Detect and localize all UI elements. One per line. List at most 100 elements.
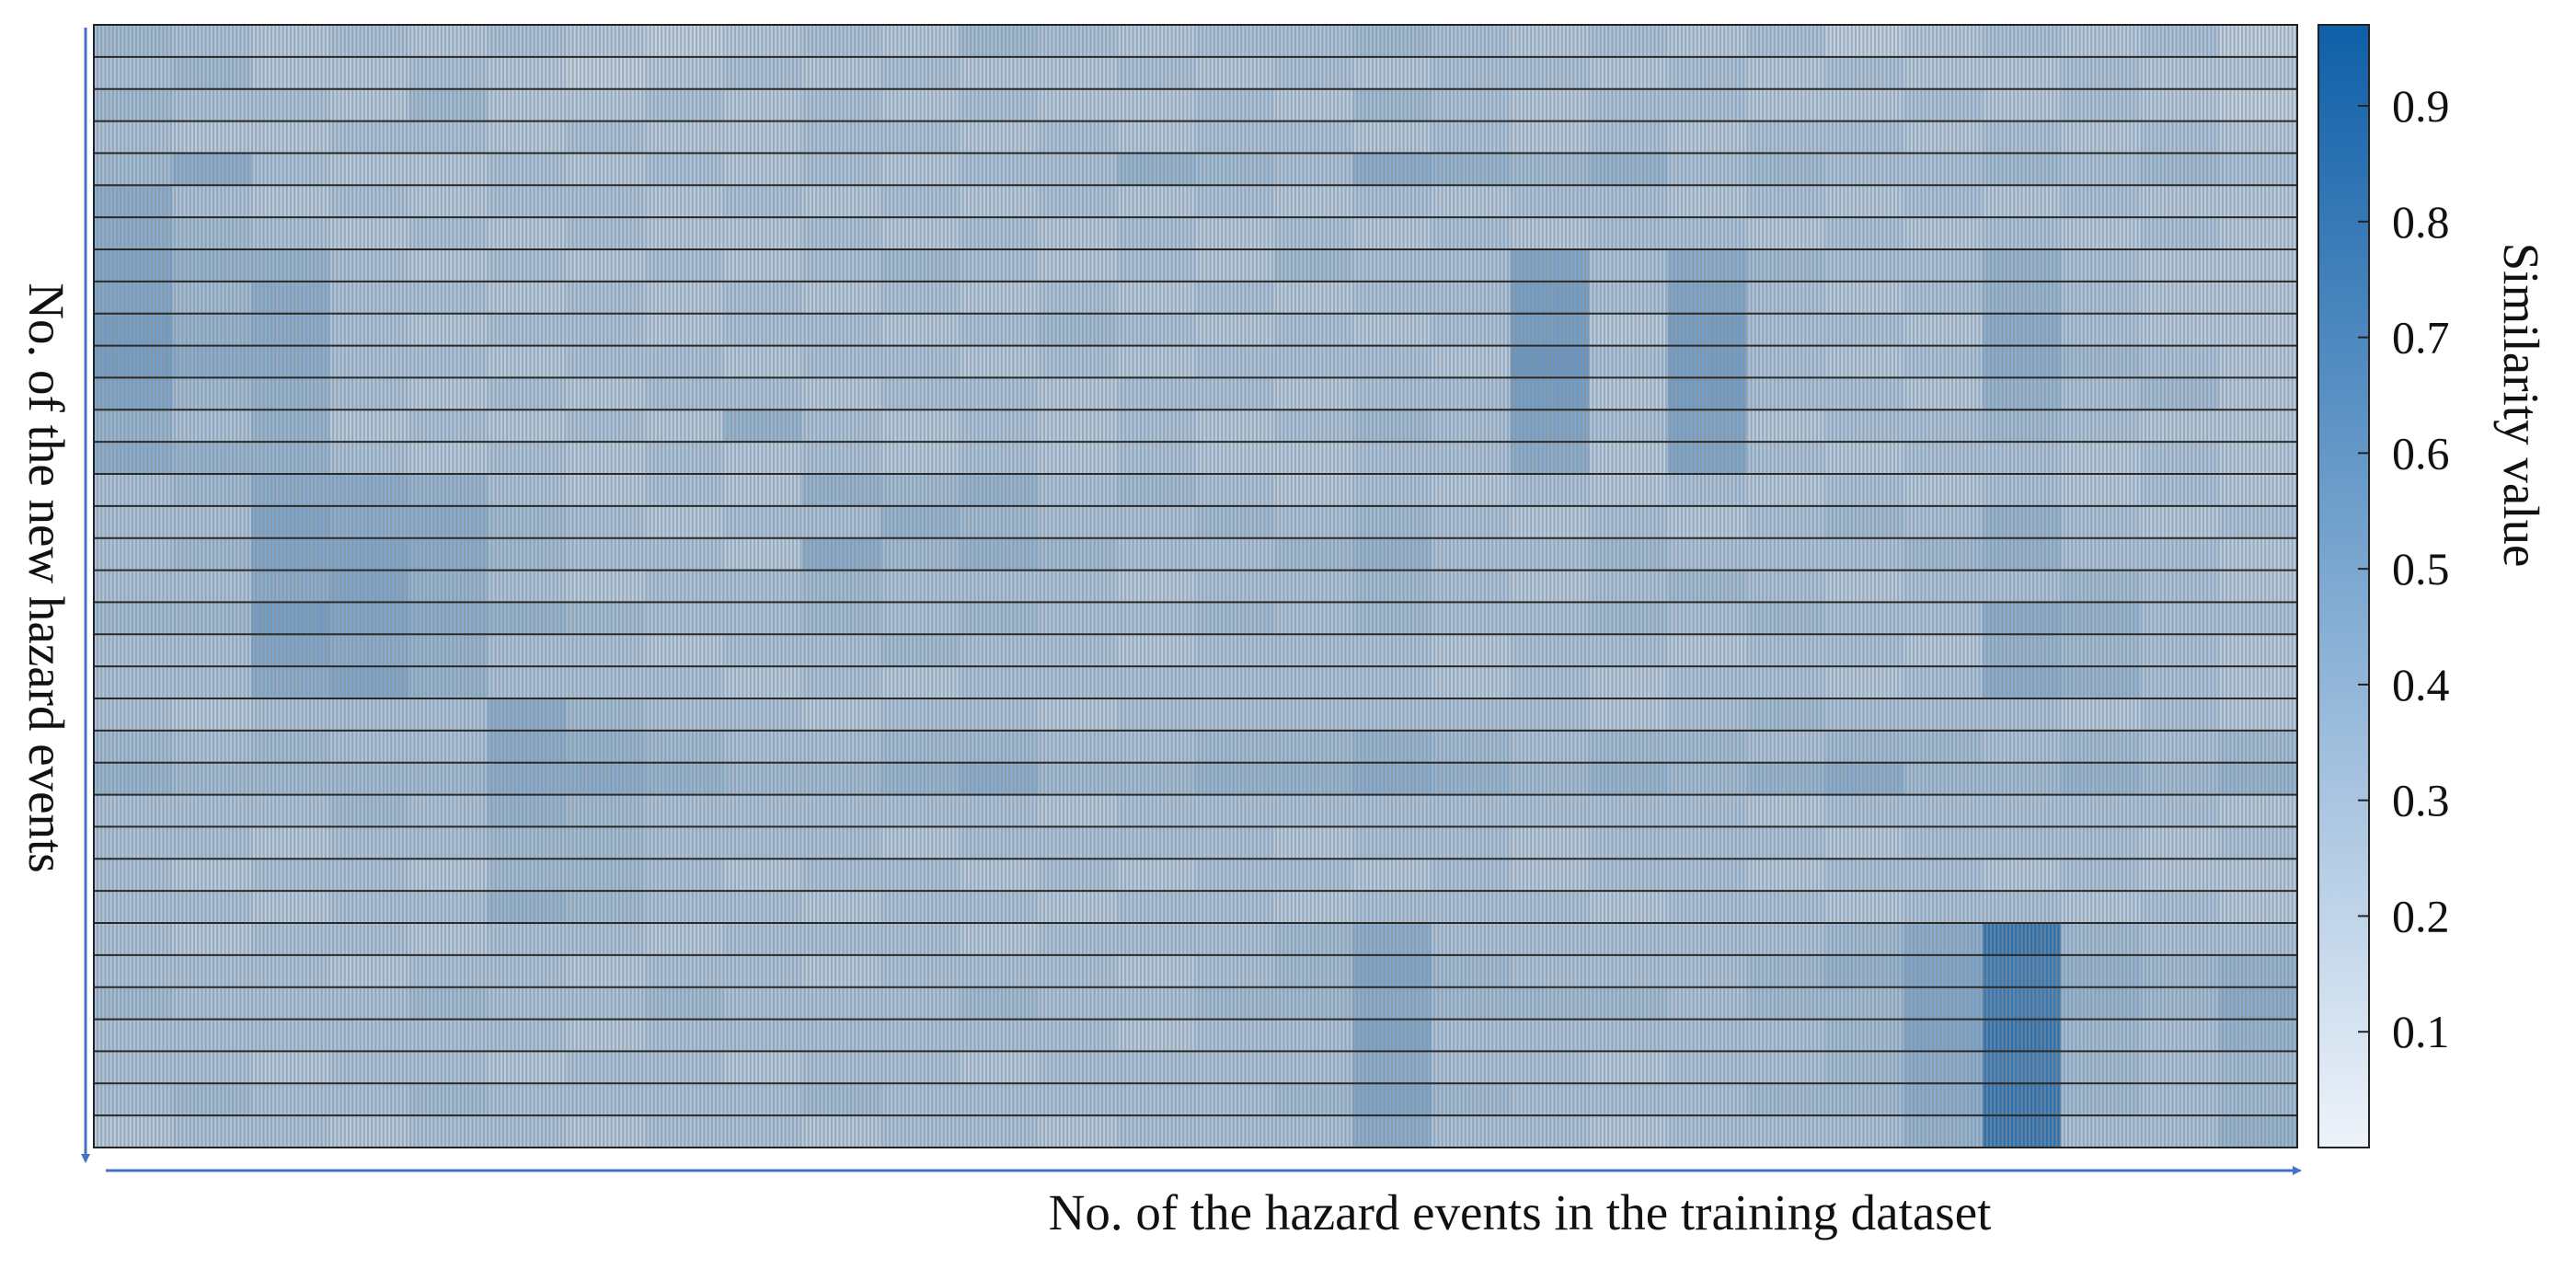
heatmap-cell bbox=[2061, 1051, 2141, 1084]
heatmap-cell bbox=[2218, 56, 2298, 90]
heatmap-cell bbox=[801, 537, 881, 571]
heatmap-cell bbox=[2218, 1019, 2298, 1053]
heatmap-cell bbox=[1038, 762, 1118, 796]
heatmap-cell bbox=[2139, 185, 2220, 218]
heatmap-cell bbox=[329, 121, 409, 155]
heatmap-cell bbox=[172, 185, 252, 218]
heatmap-cell bbox=[1746, 56, 1826, 90]
heatmap-cell bbox=[1982, 986, 2062, 1021]
heatmap-cell bbox=[1746, 1019, 1826, 1053]
heatmap-cell bbox=[1824, 217, 1904, 250]
heatmap-cell bbox=[1038, 281, 1118, 315]
heatmap-cell bbox=[644, 794, 724, 828]
heatmap-cell bbox=[1038, 313, 1118, 347]
heatmap-cell bbox=[1352, 602, 1432, 635]
heatmap-cell bbox=[408, 634, 489, 667]
heatmap-cell bbox=[2139, 1083, 2220, 1116]
heatmap-cell bbox=[94, 1019, 174, 1053]
heatmap-cell bbox=[94, 185, 174, 218]
heatmap-cell bbox=[1903, 891, 1984, 924]
heatmap-cell bbox=[1903, 1051, 1984, 1084]
colorbar-tick-label: 0.9 bbox=[2392, 80, 2450, 132]
heatmap-cell bbox=[1982, 1019, 2062, 1053]
heatmap-cell bbox=[1510, 923, 1590, 956]
heatmap-cell bbox=[644, 1115, 724, 1148]
heatmap-cell bbox=[959, 377, 1040, 410]
heatmap-cell bbox=[487, 474, 567, 507]
heatmap-cell bbox=[329, 923, 409, 956]
heatmap-cell bbox=[723, 859, 803, 892]
heatmap-cell bbox=[1982, 56, 2062, 90]
heatmap-cell bbox=[1589, 217, 1669, 250]
heatmap-cell bbox=[644, 25, 724, 58]
heatmap-cell bbox=[1982, 1115, 2062, 1148]
heatmap-cell bbox=[172, 377, 252, 410]
heatmap-cell bbox=[1038, 1083, 1118, 1116]
heatmap-cell bbox=[487, 891, 567, 924]
heatmap-cells bbox=[94, 25, 2298, 1148]
heatmap-cell bbox=[2139, 25, 2220, 58]
heatmap-cell bbox=[1589, 537, 1669, 571]
heatmap-cell bbox=[2218, 762, 2298, 796]
heatmap-cell bbox=[1116, 891, 1197, 924]
heatmap-cell bbox=[1195, 602, 1275, 635]
heatmap-cell bbox=[1746, 794, 1826, 828]
heatmap-cell bbox=[1195, 666, 1275, 699]
heatmap-cell bbox=[566, 313, 646, 347]
heatmap-cell bbox=[172, 698, 252, 732]
heatmap-cell bbox=[2061, 281, 2141, 315]
heatmap-cell bbox=[1510, 410, 1590, 443]
heatmap-cell bbox=[94, 153, 174, 186]
heatmap-cell bbox=[1903, 313, 1984, 347]
heatmap-cell bbox=[408, 474, 489, 507]
heatmap-cell bbox=[94, 442, 174, 475]
heatmap-cell bbox=[1274, 474, 1354, 507]
heatmap-cell bbox=[1038, 859, 1118, 892]
heatmap-cell bbox=[2139, 954, 2220, 988]
heatmap-cell bbox=[329, 217, 409, 250]
heatmap-cell bbox=[801, 1051, 881, 1084]
heatmap-cell bbox=[1116, 377, 1197, 410]
heatmap-cell bbox=[644, 698, 724, 732]
heatmap-cell bbox=[2218, 153, 2298, 186]
heatmap-cell bbox=[1982, 954, 2062, 988]
heatmap-cell bbox=[1824, 859, 1904, 892]
heatmap-cell bbox=[1195, 377, 1275, 410]
heatmap-cell bbox=[1274, 217, 1354, 250]
heatmap-cell bbox=[1274, 505, 1354, 539]
heatmap-cell bbox=[644, 570, 724, 604]
heatmap-cell bbox=[1038, 345, 1118, 379]
heatmap-cell bbox=[1982, 730, 2062, 764]
heatmap-cell bbox=[1903, 954, 1984, 988]
heatmap-cell bbox=[959, 442, 1040, 475]
heatmap-cell bbox=[1982, 859, 2062, 892]
heatmap-cell bbox=[644, 442, 724, 475]
heatmap-cell bbox=[880, 762, 960, 796]
heatmap-cell bbox=[1116, 505, 1197, 539]
heatmap-cell bbox=[880, 666, 960, 699]
heatmap-cell bbox=[1274, 762, 1354, 796]
heatmap-cell bbox=[2061, 1083, 2141, 1116]
heatmap-cell bbox=[487, 410, 567, 443]
heatmap-cell bbox=[1746, 1083, 1826, 1116]
heatmap-cell bbox=[880, 537, 960, 571]
heatmap-cell bbox=[1746, 1051, 1826, 1084]
heatmap-cell bbox=[1195, 345, 1275, 379]
heatmap-cell bbox=[1195, 185, 1275, 218]
heatmap-cell bbox=[723, 537, 803, 571]
heatmap-cell bbox=[723, 217, 803, 250]
heatmap-cell bbox=[2218, 345, 2298, 379]
heatmap-cell bbox=[251, 826, 331, 859]
heatmap-cell bbox=[880, 1115, 960, 1148]
heatmap-cell bbox=[487, 826, 567, 859]
heatmap-cell bbox=[1352, 537, 1432, 571]
heatmap-cell bbox=[329, 794, 409, 828]
heatmap-cell bbox=[2139, 537, 2220, 571]
heatmap-cell bbox=[1903, 1115, 1984, 1148]
heatmap-cell bbox=[1589, 570, 1669, 604]
heatmap-cell bbox=[2139, 891, 2220, 924]
heatmap-cell bbox=[880, 121, 960, 155]
heatmap-cell bbox=[566, 281, 646, 315]
heatmap-cell bbox=[329, 377, 409, 410]
heatmap-cell bbox=[1510, 56, 1590, 90]
